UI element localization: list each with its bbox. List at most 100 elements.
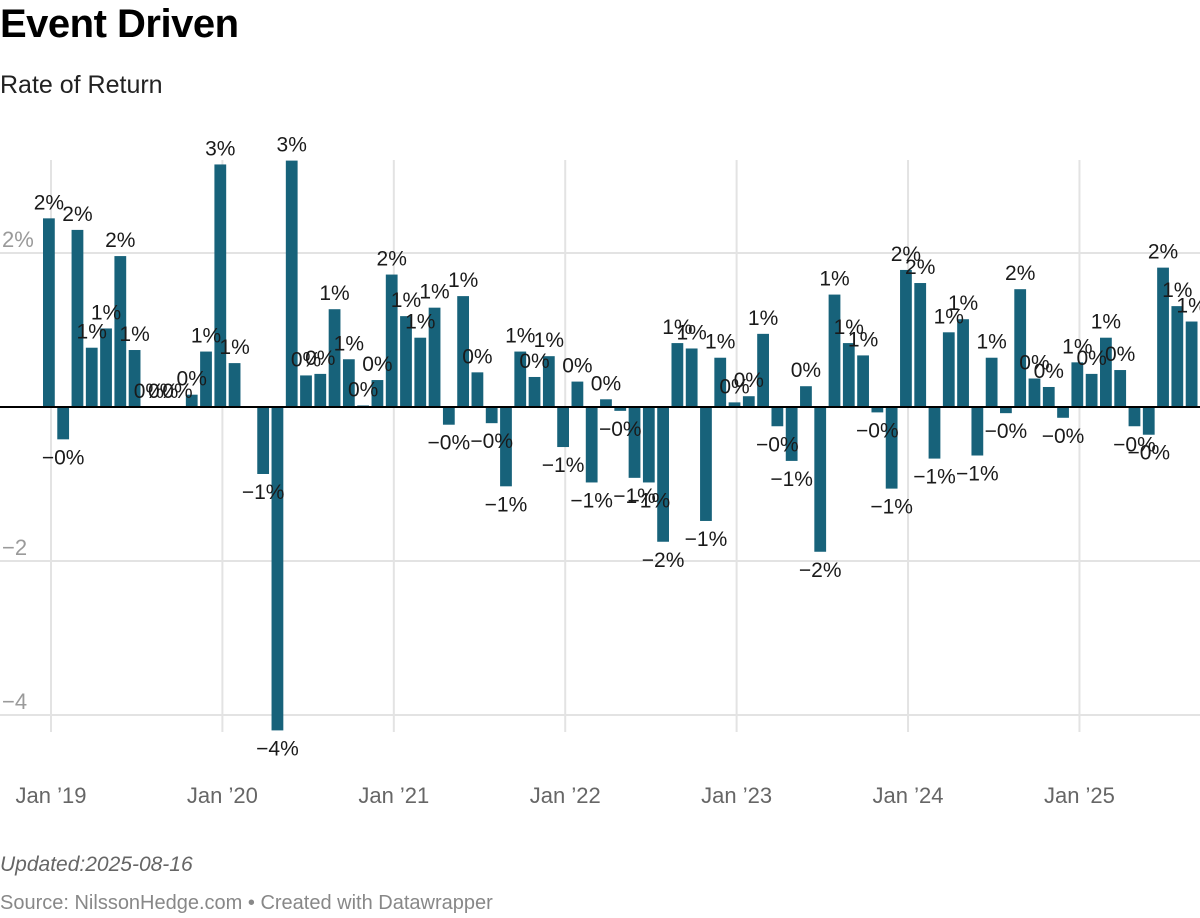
bar xyxy=(585,407,598,483)
bar xyxy=(428,307,441,407)
bar-value-label: 1% xyxy=(976,331,1006,354)
bar xyxy=(1171,306,1184,407)
bar xyxy=(285,160,298,407)
bar-value-label: 1% xyxy=(934,305,964,328)
x-tick-label: Jan ’20 xyxy=(187,783,258,808)
bar-value-label: 1% xyxy=(505,325,535,348)
bar-value-label: 1% xyxy=(1091,311,1121,334)
bar-value-label: 1% xyxy=(448,269,478,292)
bar-value-label: −0% xyxy=(1113,433,1156,456)
chart-title: Event Driven xyxy=(0,2,239,46)
bar xyxy=(342,359,355,407)
bar xyxy=(1100,337,1112,407)
bar xyxy=(228,363,241,407)
bar-value-label: −0% xyxy=(428,432,471,455)
bar xyxy=(85,347,98,407)
bar-value-label: −4% xyxy=(256,737,299,760)
bar-value-label: 1% xyxy=(819,268,849,291)
bar-value-label: 1% xyxy=(1062,335,1092,358)
bar xyxy=(1000,407,1012,414)
bar-value-label: −0% xyxy=(470,430,513,453)
bar-value-label: 1% xyxy=(191,325,221,348)
bar-value-label: 0% xyxy=(734,369,764,392)
bar xyxy=(985,357,998,407)
bar xyxy=(814,407,827,552)
bar xyxy=(828,294,841,407)
bar-value-label: 0% xyxy=(462,345,492,368)
bar xyxy=(628,407,641,478)
bar-value-label: −0% xyxy=(42,446,85,469)
bar xyxy=(1185,321,1198,407)
y-tick-label: −2 xyxy=(2,535,27,560)
y-tick-label: −4 xyxy=(2,689,27,714)
bar-value-label: 1% xyxy=(705,331,735,354)
bar xyxy=(900,269,912,407)
bar xyxy=(657,407,669,542)
bar xyxy=(542,356,555,407)
bar xyxy=(928,407,941,459)
bar xyxy=(400,316,412,407)
bar-value-label: −1% xyxy=(870,496,913,519)
bar-value-label: 1% xyxy=(848,328,878,351)
bar-value-label: −1% xyxy=(628,489,671,512)
bar xyxy=(200,351,212,407)
bar-value-label: 1% xyxy=(91,301,121,324)
bar xyxy=(385,274,398,407)
bar-value-label: 1% xyxy=(319,282,349,305)
bar-value-label: 0% xyxy=(591,372,621,395)
bar xyxy=(314,373,327,407)
x-tick-label: Jan ’24 xyxy=(873,783,944,808)
bar xyxy=(671,343,684,407)
bar-value-label: 1% xyxy=(219,336,249,359)
bar xyxy=(271,407,284,731)
bar xyxy=(600,399,612,407)
bar xyxy=(257,407,270,474)
bar xyxy=(185,394,198,407)
bar-value-label: 0% xyxy=(134,380,164,403)
bar-value-label: 1% xyxy=(676,321,706,344)
chart-subtitle: Rate of Return xyxy=(0,71,163,99)
bar xyxy=(642,407,655,483)
bar xyxy=(1085,373,1098,407)
bar-value-label: −1% xyxy=(570,489,613,512)
bar-value-label: 2% xyxy=(905,256,935,279)
bar-value-label: 1% xyxy=(119,323,149,346)
x-tick-label: Jan ’21 xyxy=(358,783,429,808)
bar-value-label: 1% xyxy=(1162,279,1192,302)
bar xyxy=(742,396,755,407)
bar-value-label: 1% xyxy=(534,329,564,352)
bar-value-label: 0% xyxy=(791,359,821,382)
bar xyxy=(514,351,527,407)
bar-value-label: −0% xyxy=(985,420,1028,443)
x-tick-label: Jan ’19 xyxy=(16,783,87,808)
bar xyxy=(214,164,227,407)
source-note: Source: NilssonHedge.com • Created with … xyxy=(0,892,493,914)
bar-value-label: −1% xyxy=(956,463,999,486)
bar-value-label: 1% xyxy=(391,289,421,312)
bar xyxy=(1114,370,1127,407)
bar xyxy=(471,372,484,407)
bar-value-label: −2% xyxy=(642,549,685,572)
bar-value-label: −1% xyxy=(613,485,656,508)
bar xyxy=(1014,289,1027,407)
bar-value-label: −1% xyxy=(770,468,813,491)
bar-value-label: −0% xyxy=(756,433,799,456)
bar-value-label: 1% xyxy=(748,307,778,330)
bar xyxy=(528,376,541,407)
bar-value-label: 3% xyxy=(277,134,307,157)
bar xyxy=(371,380,384,407)
x-tick-label: Jan ’22 xyxy=(530,783,601,808)
bar xyxy=(885,407,898,489)
bar-value-label: −1% xyxy=(485,493,528,516)
bar-value-label: 0% xyxy=(1019,352,1049,375)
bar-value-label: 2% xyxy=(1148,241,1178,264)
bar-value-label: 0% xyxy=(162,380,192,403)
bar-value-label: 3% xyxy=(205,137,235,160)
bar xyxy=(414,337,427,407)
bar xyxy=(1142,407,1155,435)
bar-value-label: 1% xyxy=(1176,295,1200,318)
bar-value-label: 0% xyxy=(291,348,321,371)
bar xyxy=(685,348,698,407)
bar xyxy=(442,407,455,425)
bar-value-label: 1% xyxy=(662,316,692,339)
